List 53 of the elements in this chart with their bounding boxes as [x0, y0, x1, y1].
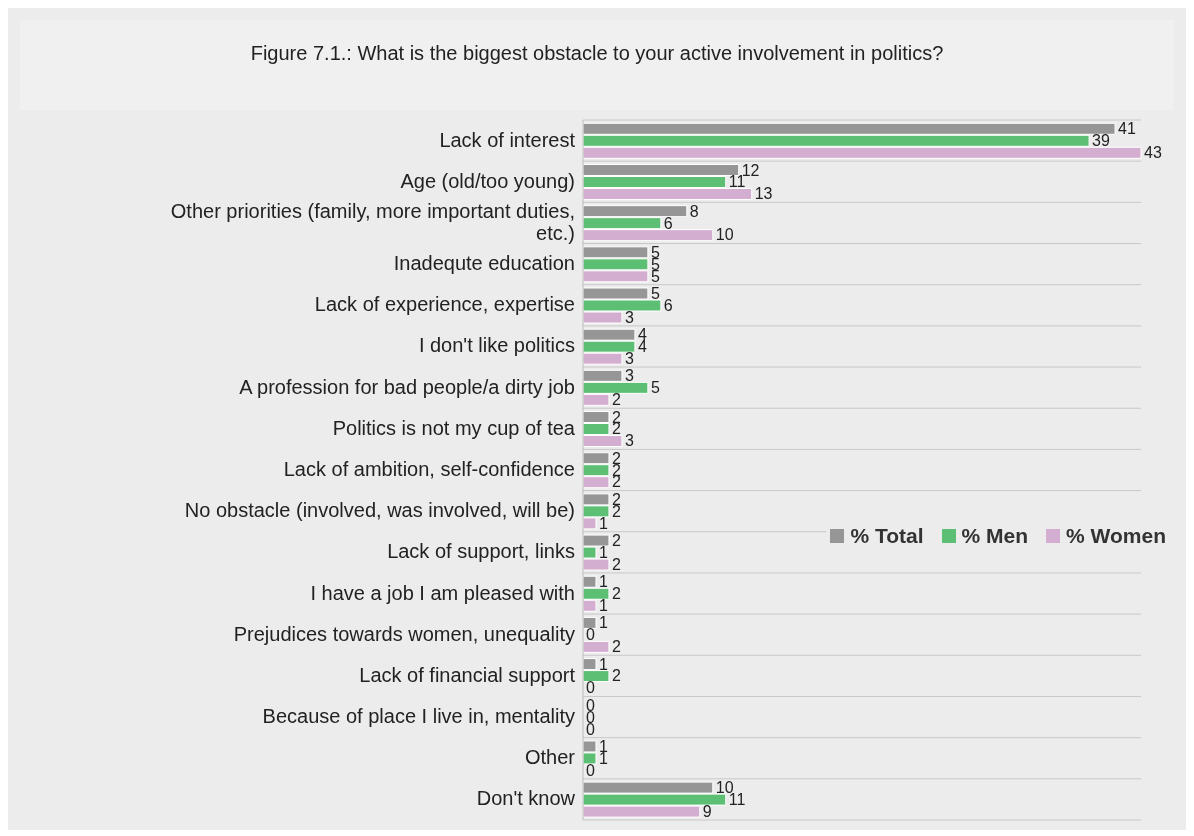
data-label: 0: [586, 626, 595, 644]
data-label: 1: [598, 573, 608, 591]
data-label: 2: [611, 555, 621, 573]
y-tick-label: Lack of support, links: [387, 540, 575, 563]
y-tick-label: No obstacle (involved, was involved, will be): [184, 499, 575, 522]
y-tick-label: Lack of ambition, self-confidence: [283, 458, 575, 480]
data-label: 39: [1092, 132, 1110, 150]
data-label: 2: [611, 667, 621, 685]
data-label: 3: [624, 349, 634, 367]
data-label: 9: [702, 802, 712, 820]
y-tick-label: I don't like politics: [418, 334, 575, 357]
y-tick-label: Because of place I live in, mentality: [262, 705, 575, 728]
data-label: 41: [1118, 120, 1136, 138]
data-label: 13: [754, 185, 773, 203]
data-label: 6: [663, 214, 673, 232]
data-label: 1: [598, 514, 608, 532]
legend-label: % Total: [850, 524, 924, 548]
y-tick-label: A profession for bad people/a dirty job: [239, 375, 575, 398]
data-label: 6: [663, 296, 673, 314]
data-label: 2: [611, 391, 621, 409]
data-label: 10: [715, 226, 734, 244]
y-tick-label: Prejudices towards women, unequality: [233, 622, 575, 645]
bar: [582, 616, 597, 629]
y-tick-label: Other priorities (family, more important duties, etc.): [170, 199, 575, 244]
y-tick-label: Don't know: [476, 787, 576, 810]
y-tick-label: Lack of financial support: [359, 663, 576, 686]
data-label: 5: [650, 379, 660, 397]
data-label: 1: [598, 596, 608, 614]
data-label: 0: [586, 761, 595, 779]
chart-title: Figure 7.1.: What is the biggest obstacle to your active involvement in politics?: [20, 20, 1174, 110]
y-tick-label: Inadequte education: [393, 252, 575, 275]
y-tick-label: Lack of interest: [439, 128, 576, 151]
data-label: 3: [624, 308, 634, 326]
data-label: 8: [689, 202, 699, 220]
data-label: 5: [650, 285, 660, 303]
data-label: 2: [611, 585, 621, 603]
legend-label: % Women: [1066, 524, 1166, 548]
data-label: 1: [598, 614, 608, 632]
y-tick-label: Other: [524, 746, 576, 769]
bar: [582, 640, 610, 653]
legend-label: % Men: [961, 524, 1029, 548]
y-tick-label: Age (old/too young): [400, 169, 575, 192]
data-label: 43: [1144, 144, 1162, 162]
data-label: 1: [598, 655, 608, 673]
data-label: 3: [624, 432, 634, 450]
y-tick-label: Lack of experience, expertise: [314, 293, 575, 316]
data-label: 2: [611, 638, 621, 656]
data-label: 2: [611, 532, 621, 550]
data-label: 3: [624, 367, 634, 385]
data-label: 0: [586, 679, 595, 697]
y-tick-label: Politics is not my cup of tea: [332, 416, 576, 439]
data-label: 1: [598, 543, 608, 561]
y-tick-label: I have a job I am pleased with: [310, 581, 575, 604]
